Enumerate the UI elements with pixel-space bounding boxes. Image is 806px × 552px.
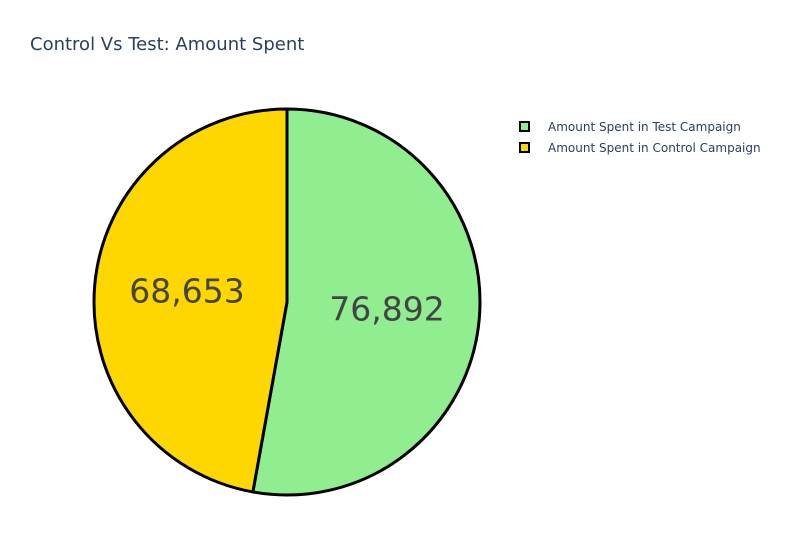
legend: Amount Spent in Test Campaign Amount Spe…: [519, 116, 761, 158]
legend-label-control: Amount Spent in Control Campaign: [548, 140, 761, 155]
legend-item-test[interactable]: Amount Spent in Test Campaign: [519, 116, 761, 137]
pie-label-control: 68,653: [129, 272, 244, 311]
legend-label-test: Amount Spent in Test Campaign: [548, 119, 741, 134]
legend-swatch-test: [519, 121, 530, 132]
legend-item-control[interactable]: Amount Spent in Control Campaign: [519, 137, 761, 158]
chart-title: Control Vs Test: Amount Spent: [30, 34, 305, 55]
pie-label-test: 76,892: [329, 289, 444, 328]
pie-slice-test[interactable]: [251, 107, 482, 497]
legend-swatch-control: [519, 142, 530, 153]
pie-slice-control[interactable]: [92, 107, 289, 494]
